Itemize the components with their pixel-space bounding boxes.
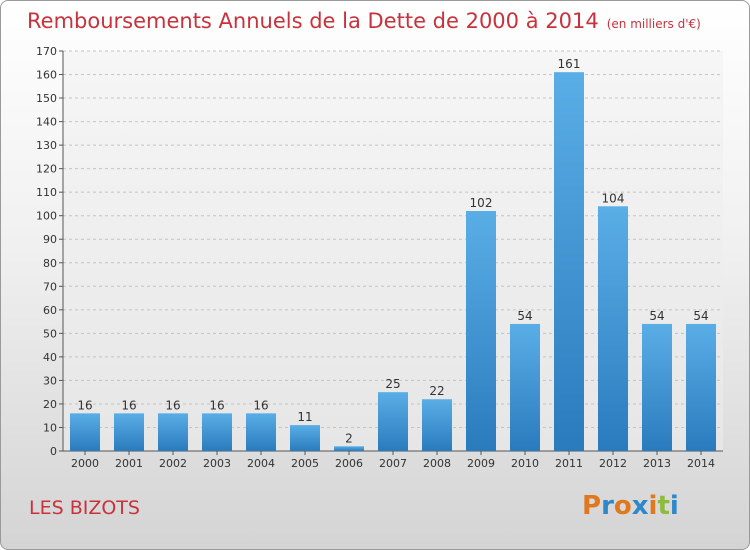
bar-value-label: 54	[649, 309, 664, 323]
y-tick-label: 100	[36, 210, 57, 223]
bar-value-label: 2	[345, 431, 353, 445]
bar-value-label: 16	[253, 398, 268, 412]
bar	[334, 446, 364, 451]
y-tick-label: 140	[36, 116, 57, 129]
x-tick-label: 2014	[687, 457, 715, 470]
bar	[202, 413, 232, 451]
bar	[158, 413, 188, 451]
logo-letter: P	[582, 491, 602, 521]
bar	[510, 323, 540, 451]
bar-value-label: 25	[385, 377, 400, 391]
bar-value-label: 104	[602, 191, 625, 205]
x-tick-label: 2005	[291, 457, 319, 470]
logo-letter: x	[631, 491, 649, 521]
bar-value-label: 22	[429, 384, 444, 398]
x-tick-label: 2010	[511, 457, 539, 470]
bar-value-label: 161	[558, 57, 581, 71]
bar-value-label: 16	[121, 398, 136, 412]
bar	[686, 323, 716, 451]
bar-value-label: 16	[209, 398, 224, 412]
x-tick-label: 2001	[115, 457, 143, 470]
bar	[598, 206, 628, 451]
bar	[70, 413, 100, 451]
bar	[554, 72, 584, 452]
y-tick-label: 50	[43, 327, 57, 340]
plot-area: 0 10 20 30 40 50 60 70 80 90 100 110 120 130 140 150 160…	[36, 45, 723, 470]
y-tick-label: 0	[50, 445, 57, 458]
y-tick-label: 120	[36, 163, 57, 176]
logo-letter: t	[657, 491, 670, 521]
bar	[642, 323, 672, 451]
x-tick-label: 2000	[71, 457, 99, 470]
bar-value-label: 54	[693, 309, 708, 323]
y-tick-label: 10	[43, 421, 57, 434]
proxiti-logo: Proxiti	[582, 491, 679, 521]
bar-value-label: 102	[470, 196, 493, 210]
y-tick-label: 40	[43, 351, 57, 364]
bar	[246, 413, 276, 451]
logo-letter: r	[601, 491, 614, 521]
bar	[378, 392, 408, 451]
x-tick-label: 2007	[379, 457, 407, 470]
logo-letter: i	[648, 491, 658, 521]
x-tick-label: 2004	[247, 457, 275, 470]
bar-value-label: 11	[297, 410, 312, 424]
y-tick-label: 130	[36, 139, 57, 152]
y-tick-label: 90	[43, 233, 57, 246]
bar-value-label: 54	[517, 309, 532, 323]
chart-title: Remboursements Annuels de la Dette de 20…	[27, 9, 599, 33]
x-tick-label: 2009	[467, 457, 495, 470]
bar	[422, 399, 452, 451]
y-tick-label: 70	[43, 280, 57, 293]
y-tick-label: 150	[36, 92, 57, 105]
x-tick-label: 2008	[423, 457, 451, 470]
x-tick-label: 2006	[335, 457, 363, 470]
bar-value-label: 16	[165, 398, 180, 412]
logo-letter: i	[669, 491, 679, 521]
commune-name: LES BIZOTS	[29, 497, 140, 519]
y-tick-label: 30	[43, 374, 57, 387]
chart-title-block: Remboursements Annuels de la Dette de 20…	[27, 9, 701, 33]
logo-letter: o	[613, 491, 632, 521]
x-tick-label: 2011	[555, 457, 583, 470]
x-tick-label: 2012	[599, 457, 627, 470]
y-tick-label: 160	[36, 69, 57, 82]
y-tick-label: 110	[36, 186, 57, 199]
x-tick-label: 2002	[159, 457, 187, 470]
y-tick-label: 60	[43, 304, 57, 317]
bar-value-label: 16	[77, 398, 92, 412]
bar	[290, 425, 320, 451]
y-tick-label: 20	[43, 398, 57, 411]
x-tick-label: 2003	[203, 457, 231, 470]
x-tick-label: 2013	[643, 457, 671, 470]
y-tick-label: 170	[36, 45, 57, 58]
y-tick-label: 80	[43, 257, 57, 270]
bar	[466, 211, 496, 451]
bar	[114, 413, 144, 451]
chart-unit: (en milliers d'€)	[606, 17, 701, 31]
